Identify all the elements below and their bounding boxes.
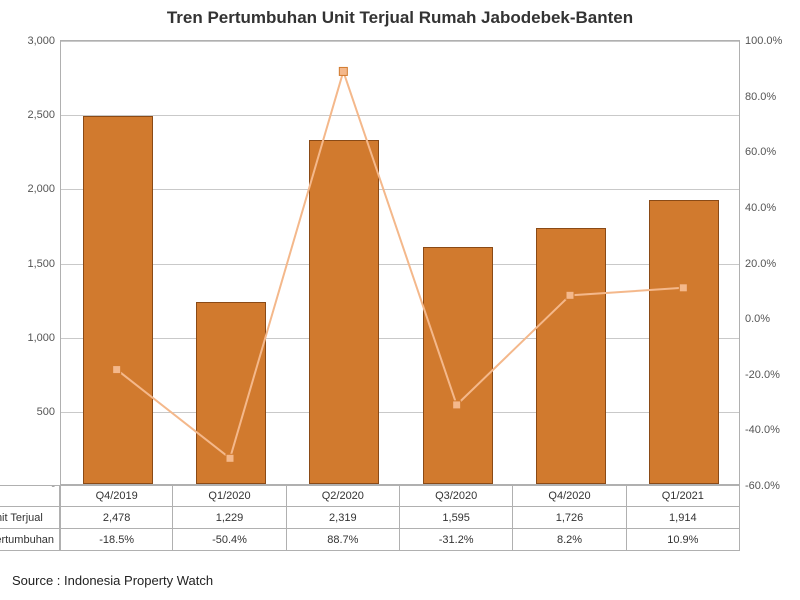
- table-cell: -50.4%: [173, 529, 286, 551]
- chart-title: Tren Pertumbuhan Unit Terjual Rumah Jabo…: [0, 8, 800, 28]
- bar: [309, 140, 379, 484]
- table-cell: -31.2%: [400, 529, 513, 551]
- table-cell: 8.2%: [513, 529, 626, 551]
- y-left-tick: 2,000: [27, 183, 55, 195]
- table-cell: 88.7%: [287, 529, 400, 551]
- y-right-tick: 40.0%: [745, 202, 776, 214]
- bar: [423, 247, 493, 484]
- y-left-tick: 500: [37, 406, 55, 418]
- table-cell: 2,478: [60, 507, 173, 529]
- table-cell: 1,229: [173, 507, 286, 529]
- y-right-tick: 20.0%: [745, 258, 776, 270]
- y-right-tick: 100.0%: [745, 35, 782, 47]
- y-left-tick: 1,000: [27, 332, 55, 344]
- legend-cell: Pertumbuhan: [0, 529, 60, 551]
- table-cell: 2,319: [287, 507, 400, 529]
- y-left-tick: 2,500: [27, 109, 55, 121]
- bar: [196, 302, 266, 484]
- table-cell: Q3/2020: [400, 485, 513, 507]
- table-cell: -18.5%: [60, 529, 173, 551]
- plot-area: -5001,0001,5002,0002,5003,000-60.0%-40.0…: [60, 40, 740, 485]
- table-cell: Q2/2020: [287, 485, 400, 507]
- y-right-tick: 0.0%: [745, 313, 770, 325]
- table-cell: 1,914: [627, 507, 740, 529]
- y-right-tick: 60.0%: [745, 146, 776, 158]
- table-cell: Q4/2020: [513, 485, 626, 507]
- table-cell: Q4/2019: [60, 485, 173, 507]
- bar: [83, 116, 153, 484]
- source-text: Source : Indonesia Property Watch: [12, 573, 213, 588]
- table-cell: 1,726: [513, 507, 626, 529]
- bar: [536, 228, 606, 484]
- y-right-tick: 80.0%: [745, 91, 776, 103]
- table-cell: Q1/2020: [173, 485, 286, 507]
- legend-cell: [0, 485, 60, 507]
- legend-cell: Unit Terjual: [0, 507, 60, 529]
- legend-label: Pertumbuhan: [0, 534, 54, 546]
- y-left-tick: 3,000: [27, 35, 55, 47]
- table-cell: 1,595: [400, 507, 513, 529]
- table-cell: Q1/2021: [627, 485, 740, 507]
- bar: [649, 200, 719, 484]
- table-cell: 10.9%: [627, 529, 740, 551]
- y-right-tick: -40.0%: [745, 424, 780, 436]
- y-right-tick: -20.0%: [745, 369, 780, 381]
- legend-label: Unit Terjual: [0, 512, 43, 524]
- y-right-tick: -60.0%: [745, 480, 780, 492]
- y-left-tick: 1,500: [27, 258, 55, 270]
